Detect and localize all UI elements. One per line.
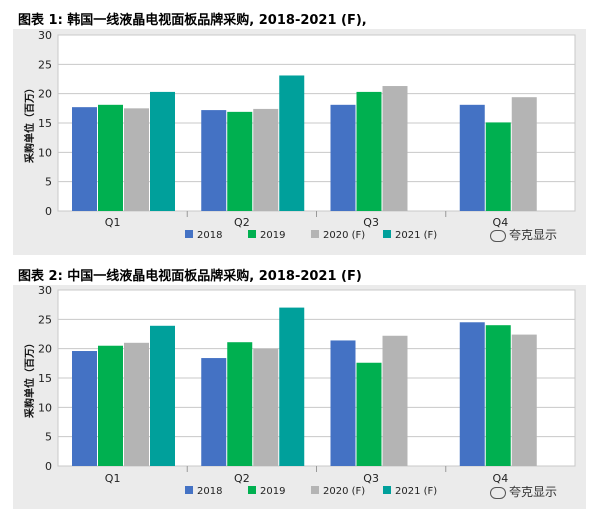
y-tick-label: 30 [38, 29, 52, 42]
bar [511, 97, 537, 211]
bar [511, 334, 537, 466]
bar [485, 325, 511, 466]
y-tick-label: 30 [38, 284, 52, 297]
bar [459, 322, 485, 466]
bar [227, 342, 253, 466]
bar [98, 345, 123, 466]
legend-label: 2018 [197, 230, 222, 241]
chart-panel-1: 图表 1: 韩国一线液晶电视面板品牌采购, 2018-2021 (F), 0 5 1… [13, 13, 586, 255]
category-label: Q2 [234, 216, 250, 229]
y-tick-label: 10 [38, 401, 52, 414]
y-tick-label: 25 [38, 313, 52, 326]
bar [150, 325, 175, 466]
bar [485, 122, 511, 211]
category-label: Q2 [234, 472, 250, 485]
bar [72, 107, 97, 211]
chart-title: 图表 2: 中国一线液晶电视面板品牌采购, 2018-2021 (F) [18, 269, 362, 284]
legend-swatch [185, 486, 193, 494]
wechat-icon [490, 486, 506, 499]
category-label: Q4 [493, 216, 509, 229]
legend-swatch [311, 486, 319, 494]
legend-label: 2021 (F) [395, 230, 437, 241]
y-axis-label: 采购单位（百万） [23, 338, 36, 419]
legend-label: 2020 (F) [323, 230, 365, 241]
bar [459, 104, 485, 211]
y-tick-label: 5 [45, 431, 52, 444]
bar [253, 108, 279, 211]
bar-chart: 0 5 10 15 20 25 30 采购单位（百万） Q1 Q2 Q3 Q4 2018 2019 2020… [23, 29, 576, 241]
watermark-text: 夸克显示 [509, 228, 558, 242]
y-axis-label: 采购单位（百万） [23, 83, 36, 164]
bar [356, 362, 382, 466]
chart-title: 图表 1: 韩国一线液晶电视面板品牌采购, 2018-2021 (F), [18, 13, 367, 28]
bar [279, 307, 305, 466]
y-tick-label: 0 [45, 205, 52, 218]
legend-swatch [248, 230, 256, 238]
legend-swatch [185, 230, 193, 238]
category-label: Q1 [105, 472, 121, 485]
bar [382, 335, 408, 466]
y-tick-label: 20 [38, 88, 52, 101]
bar [227, 111, 253, 211]
legend-label: 2020 (F) [323, 486, 365, 497]
legend-label: 2021 (F) [395, 486, 437, 497]
category-label: Q1 [105, 216, 121, 229]
watermark: 夸克显示 [490, 483, 557, 500]
y-tick-label: 15 [38, 117, 52, 130]
y-tick-label: 5 [45, 176, 52, 189]
bar [330, 104, 356, 211]
category-label: Q4 [493, 472, 509, 485]
bar [98, 104, 123, 211]
category-label: Q3 [363, 216, 379, 229]
bar [201, 358, 227, 466]
watermark: 夸克显示 [490, 226, 557, 243]
bar [382, 86, 408, 211]
y-tick-label: 15 [38, 372, 52, 385]
wechat-icon [490, 229, 506, 242]
watermark-text: 夸克显示 [509, 485, 558, 499]
y-tick-label: 25 [38, 58, 52, 71]
legend-swatch [383, 486, 391, 494]
legend-label: 2018 [197, 486, 222, 497]
bar [356, 91, 382, 211]
legend-swatch [383, 230, 391, 238]
y-tick-label: 20 [38, 343, 52, 356]
legend-label: 2019 [260, 486, 285, 497]
bar [253, 348, 279, 466]
category-label: Q3 [363, 472, 379, 485]
bar [330, 340, 356, 466]
bar [72, 351, 97, 466]
bar [124, 108, 149, 211]
bar [201, 110, 227, 211]
y-tick-label: 0 [45, 460, 52, 473]
bar [124, 342, 149, 466]
legend-swatch [248, 486, 256, 494]
bar [279, 75, 305, 211]
legend-swatch [311, 230, 319, 238]
bar [150, 91, 175, 211]
y-tick-label: 10 [38, 146, 52, 159]
legend-label: 2019 [260, 230, 285, 241]
